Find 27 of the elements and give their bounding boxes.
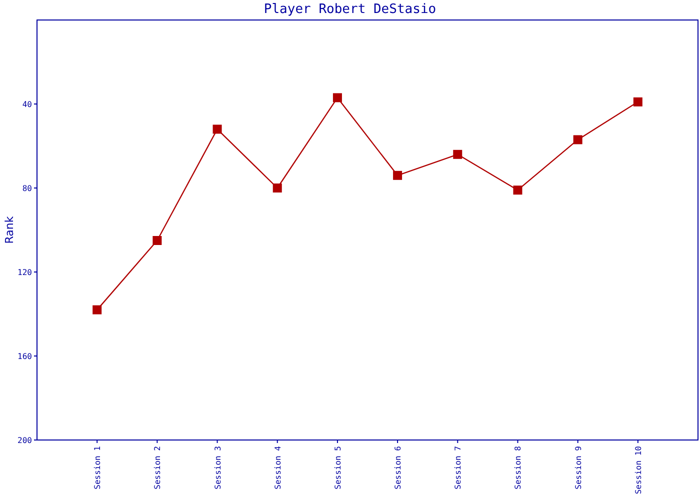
x-tick-label: Session 10 [634,446,643,494]
x-tick-label: Session 3 [213,446,222,490]
x-tick-label: Session 1 [93,446,102,490]
point [332,93,342,102]
point [573,135,582,144]
x-tick-label: Session 8 [514,446,523,490]
point [272,184,282,192]
point [92,305,102,314]
y-tick-label: 200 [18,436,32,445]
x-tick-label: Session 2 [153,446,162,490]
y-tick-label: 120 [18,268,32,277]
x-tick-label: Session 4 [273,446,282,490]
x-tick-label: Session 9 [574,446,583,490]
chart-title: Player Robert DeStasio [264,2,436,17]
y-tick-label: 40 [22,100,32,109]
point [453,150,462,159]
point [212,124,222,134]
point [513,186,522,195]
point [393,170,402,180]
x-tick-label: Session 6 [394,446,403,490]
y-tick-label: 160 [18,352,32,361]
y-tick-label: 80 [22,184,32,193]
point [633,97,642,106]
x-tick-label: Session 7 [454,446,463,490]
point [152,236,162,245]
y-axis-title: Rank [3,216,16,244]
x-tick-label: Session 5 [333,446,342,490]
